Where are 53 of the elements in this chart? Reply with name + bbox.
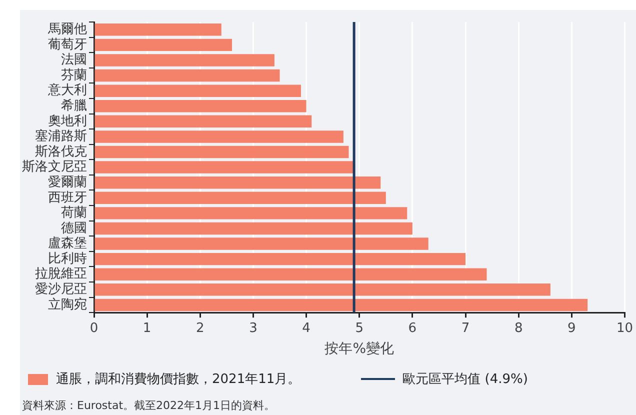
y-tick-label: 馬爾他 — [47, 22, 87, 38]
bar — [94, 100, 306, 112]
x-axis-title: 按年%變化 — [324, 341, 394, 358]
x-tick-label: 1 — [142, 320, 152, 336]
bar — [94, 284, 550, 296]
y-tick-label: 荷蘭 — [61, 206, 87, 221]
bar — [94, 69, 280, 82]
y-tick-label: 法國 — [61, 52, 87, 68]
x-tick-label: 8 — [514, 320, 523, 336]
bar — [94, 146, 349, 158]
y-tick-label: 拉脫維亞 — [35, 266, 87, 282]
y-tick-label: 愛爾蘭 — [48, 174, 87, 190]
source-note: 資料來源：Eurostat。截至2022年1月1日的資料。 — [22, 398, 276, 413]
y-tick-label: 德國 — [61, 220, 87, 236]
y-tick-label: 奧地利 — [48, 114, 87, 129]
bar — [94, 24, 222, 36]
bar — [94, 130, 344, 143]
y-tick-label: 希臘 — [61, 98, 87, 114]
bar — [94, 207, 408, 220]
x-tick-label: 7 — [461, 320, 470, 336]
bar — [94, 54, 274, 66]
x-tick-label: 10 — [616, 320, 633, 336]
y-tick-label: 愛沙尼亞 — [35, 282, 87, 298]
y-tick-label: 立陶宛 — [48, 296, 87, 312]
bar — [94, 298, 588, 312]
y-tick-label: 盧森堡 — [48, 236, 87, 252]
bar — [94, 161, 354, 174]
legend-label: 歐元區平均值 (4.9%) — [402, 371, 528, 388]
y-tick-label: 斯洛文尼亞 — [22, 160, 87, 175]
y-tick-label: 意大利 — [47, 83, 87, 98]
bar — [94, 84, 301, 97]
bar — [94, 192, 386, 204]
bar — [94, 268, 487, 280]
x-tick-label: 2 — [196, 320, 204, 336]
bar — [94, 115, 312, 128]
x-tick-label: 5 — [355, 320, 364, 336]
x-tick-label: 0 — [90, 320, 98, 336]
bar — [94, 222, 412, 235]
y-tick-label: 西班牙 — [48, 190, 87, 206]
legend-label: 通脹，調和消費物價指數，2021年11月。 — [56, 371, 301, 388]
y-tick-label: 葡萄牙 — [48, 37, 87, 52]
bar — [94, 176, 381, 189]
y-tick-label: 斯洛伐克 — [35, 144, 87, 160]
y-tick-label: 比利時 — [48, 251, 87, 266]
x-tick-label: 6 — [408, 320, 417, 336]
y-tick-label: 芬蘭 — [61, 68, 87, 83]
x-tick-label: 4 — [302, 320, 310, 336]
x-tick-label: 3 — [249, 320, 258, 336]
y-tick-label: 塞浦路斯 — [35, 128, 87, 144]
bar — [94, 38, 232, 52]
bar — [94, 252, 466, 266]
bar — [94, 238, 428, 250]
x-tick-label: 9 — [568, 320, 576, 336]
